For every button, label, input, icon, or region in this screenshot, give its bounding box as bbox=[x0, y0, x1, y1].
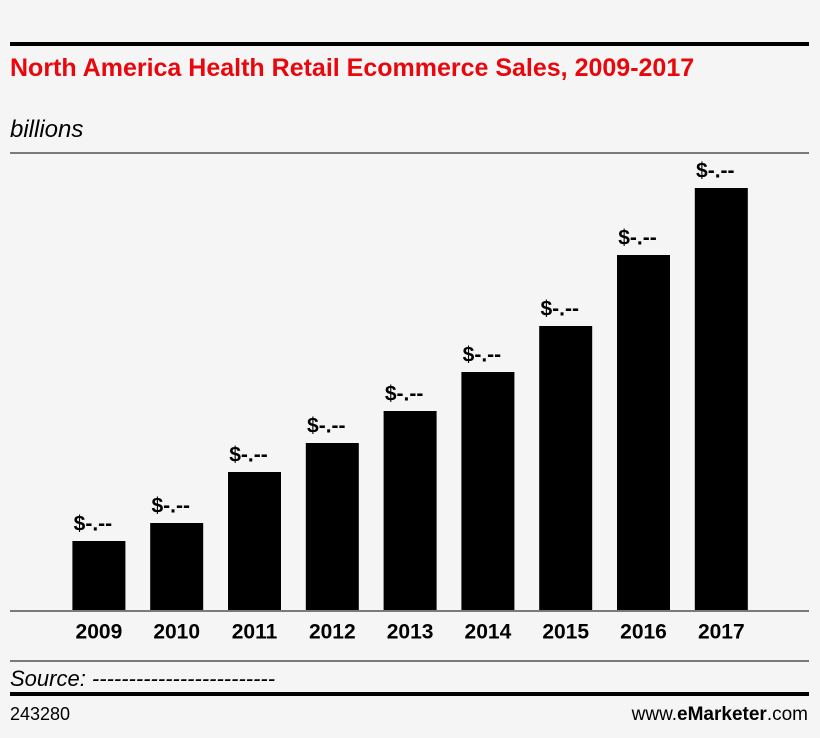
x-tick-label: 2013 bbox=[387, 621, 434, 644]
x-tick-label: 2014 bbox=[465, 621, 512, 644]
bar bbox=[383, 411, 437, 610]
bar bbox=[228, 472, 281, 610]
x-tick-label: 2016 bbox=[620, 621, 667, 644]
x-tick-label: 2012 bbox=[309, 621, 356, 644]
value-label: $-.-- bbox=[618, 227, 657, 250]
brand-prefix: www. bbox=[631, 704, 677, 725]
x-tick-label: 2011 bbox=[232, 621, 278, 644]
bar bbox=[539, 326, 593, 610]
chart-id: 243280 bbox=[10, 704, 70, 724]
bar bbox=[150, 523, 204, 610]
source: Source: ------------------------- bbox=[10, 666, 275, 691]
chart-subtitle: billions bbox=[10, 116, 84, 143]
x-tick-label: 2009 bbox=[76, 621, 123, 644]
value-label: $-.-- bbox=[74, 513, 113, 536]
bar bbox=[461, 372, 515, 610]
value-label: $-.-- bbox=[463, 344, 502, 367]
top-rule bbox=[10, 42, 809, 46]
bar bbox=[72, 541, 126, 610]
x-tick-label: 2017 bbox=[698, 621, 745, 644]
value-label: $-.-- bbox=[229, 444, 268, 467]
bottom-rule bbox=[10, 692, 809, 696]
bar bbox=[694, 188, 748, 610]
bar bbox=[617, 255, 670, 610]
bar bbox=[305, 443, 359, 610]
brand-suffix: .com bbox=[767, 704, 808, 725]
chart-title: North America Health Retail Ecommerce Sa… bbox=[10, 54, 695, 82]
value-label: $-.-- bbox=[151, 495, 190, 518]
value-label: $-.-- bbox=[540, 298, 579, 321]
x-tick-label: 2010 bbox=[153, 621, 200, 644]
value-label: $-.-- bbox=[385, 383, 424, 406]
value-label: $-.-- bbox=[696, 160, 735, 183]
brand-name: eMarketer bbox=[677, 704, 767, 725]
brand: www.eMarketer.com bbox=[631, 704, 808, 725]
value-label: $-.-- bbox=[307, 415, 346, 438]
x-tick-label: 2015 bbox=[542, 621, 589, 644]
